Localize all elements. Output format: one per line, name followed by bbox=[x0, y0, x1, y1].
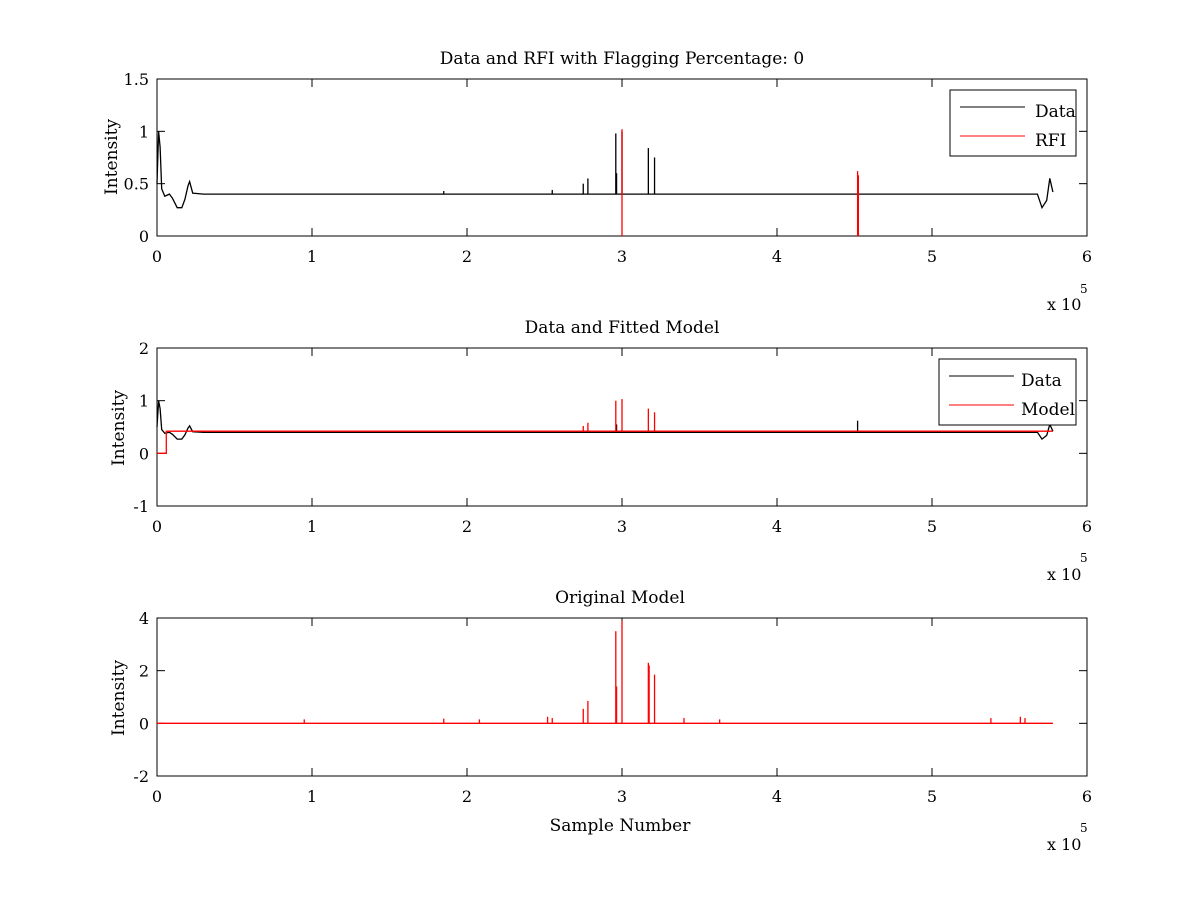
x-tick-label: 5 bbox=[927, 517, 937, 536]
panel-1-x-multiplier-exponent: 5 bbox=[1080, 282, 1088, 296]
x-tick-label: 1 bbox=[307, 247, 317, 266]
x-tick-label: 4 bbox=[772, 517, 782, 536]
y-tick-label: -1 bbox=[133, 497, 149, 516]
x-tick-label: 2 bbox=[462, 517, 472, 536]
panel-2: Data and Fitted Model Intensity x 10 5 0… bbox=[109, 318, 1092, 584]
panel-1-plot-area: 0 1 2 3 4 5 6 0 0.5 1 1.5 bbox=[124, 70, 1093, 266]
x-tick-label: 3 bbox=[617, 787, 627, 806]
x-tick-label: 0 bbox=[152, 517, 162, 536]
y-tick-label: -2 bbox=[133, 767, 149, 786]
x-tick-label: 6 bbox=[1082, 517, 1092, 536]
x-tick-label: 5 bbox=[927, 787, 937, 806]
y-tick-label: 0 bbox=[139, 227, 149, 246]
legend-box bbox=[949, 89, 1077, 157]
legend-box bbox=[938, 358, 1077, 426]
legend-label-data: Data bbox=[1035, 102, 1076, 122]
panel-2-x-multiplier: x 10 bbox=[1047, 565, 1081, 584]
y-tick-label: 1 bbox=[139, 392, 149, 411]
x-tick-label: 6 bbox=[1082, 787, 1092, 806]
x-tick-label: 4 bbox=[772, 247, 782, 266]
x-tick-label: 0 bbox=[152, 247, 162, 266]
y-tick-label: 0 bbox=[139, 444, 149, 463]
panel-1-x-multiplier: x 10 bbox=[1047, 295, 1081, 314]
x-tick-label: 6 bbox=[1082, 247, 1092, 266]
panel-3-title: Original Model bbox=[555, 588, 685, 608]
x-tick-label: 0 bbox=[152, 787, 162, 806]
y-tick-label: 0 bbox=[139, 714, 149, 733]
panel-3-ylabel: Intensity bbox=[109, 660, 129, 736]
y-tick-label: 1 bbox=[139, 122, 149, 141]
panel-3-x-multiplier-exponent: 5 bbox=[1080, 821, 1088, 835]
panel-1-ylabel: Intensity bbox=[102, 119, 122, 195]
legend-label-model: Model bbox=[1021, 400, 1075, 420]
panel-1-legend: Data RFI bbox=[949, 89, 1077, 157]
panel-1-title: Data and RFI with Flagging Percentage: 0 bbox=[440, 49, 804, 69]
x-tick-label: 3 bbox=[617, 247, 627, 266]
x-tick-label: 2 bbox=[462, 787, 472, 806]
x-tick-label: 3 bbox=[617, 517, 627, 536]
y-tick-label: 2 bbox=[139, 662, 149, 681]
x-tick-label: 4 bbox=[772, 787, 782, 806]
legend-label-data: Data bbox=[1021, 371, 1062, 391]
y-tick-label: 0.5 bbox=[124, 175, 149, 194]
legend-label-rfi: RFI bbox=[1035, 131, 1066, 151]
x-tick-label: 2 bbox=[462, 247, 472, 266]
series-line-data bbox=[156, 400, 1054, 441]
y-tick-label: 1.5 bbox=[124, 70, 149, 89]
series-line-data bbox=[156, 131, 1054, 210]
panel-2-title: Data and Fitted Model bbox=[525, 318, 720, 338]
x-tick-label: 1 bbox=[307, 517, 317, 536]
panel-2-ylabel: Intensity bbox=[109, 390, 129, 466]
panel-3-xlabel: Sample Number bbox=[550, 816, 692, 836]
panel-1: Data and RFI with Flagging Percentage: 0… bbox=[102, 49, 1092, 314]
y-tick-label: 4 bbox=[139, 609, 149, 628]
panel-3: Original Model Intensity Sample Number x… bbox=[109, 588, 1092, 854]
x-tick-label: 5 bbox=[927, 247, 937, 266]
panel-2-x-multiplier-exponent: 5 bbox=[1080, 551, 1088, 565]
panel-3-x-multiplier: x 10 bbox=[1047, 835, 1081, 854]
x-tick-label: 1 bbox=[307, 787, 317, 806]
panel-2-legend: Data Model bbox=[938, 358, 1077, 426]
series-line-model bbox=[157, 430, 1053, 454]
y-tick-label: 2 bbox=[139, 339, 149, 358]
